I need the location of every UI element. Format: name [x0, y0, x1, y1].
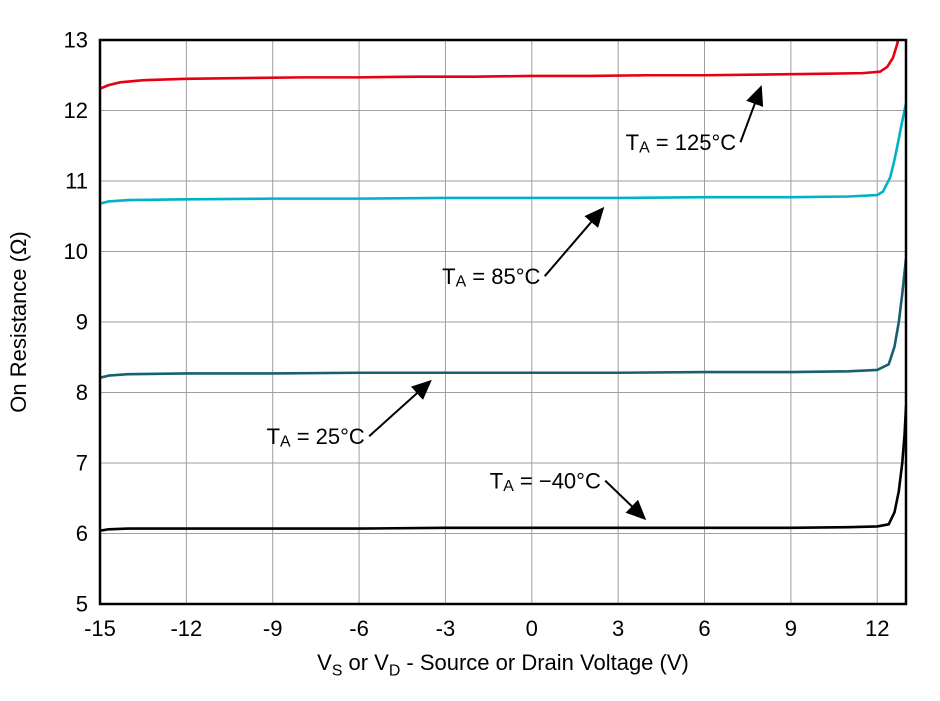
- x-tick-label: 3: [612, 616, 624, 641]
- x-tick-label: 12: [865, 616, 889, 641]
- x-tick-label: -15: [84, 616, 116, 641]
- series-line: [100, 405, 906, 532]
- annotation-label: TA = 85°C: [442, 264, 540, 290]
- x-tick-label: -9: [263, 616, 283, 641]
- y-axis-title: On Resistance (Ω): [6, 231, 31, 413]
- annotation-arrow: [604, 479, 647, 521]
- x-tick-label: 6: [698, 616, 710, 641]
- x-tick-label: 0: [526, 616, 538, 641]
- y-tick-label: 13: [64, 28, 88, 53]
- series-line: [100, 40, 900, 90]
- annotation-arrow: [739, 85, 764, 143]
- annotation-label: TA = 25°C: [267, 424, 365, 450]
- y-tick-label: 10: [64, 239, 88, 264]
- y-tick-label: 9: [76, 310, 88, 335]
- annotation-label: TA = −40°C: [490, 468, 601, 494]
- x-tick-label: -3: [436, 616, 456, 641]
- y-tick-label: 6: [76, 521, 88, 546]
- y-tick-label: 7: [76, 451, 88, 476]
- x-axis-title: VS or VD - Source or Drain Voltage (V): [317, 650, 689, 679]
- y-tick-label: 12: [64, 98, 88, 123]
- y-tick-label: 11: [65, 169, 88, 194]
- x-tick-label: 9: [785, 616, 797, 641]
- y-tick-label: 8: [76, 380, 88, 405]
- x-tick-label: -6: [349, 616, 369, 641]
- annotation-arrow: [543, 206, 605, 277]
- series-line: [100, 102, 906, 205]
- y-tick-label: 5: [76, 592, 88, 617]
- x-tick-label: -12: [170, 616, 202, 641]
- series-line: [100, 257, 906, 379]
- annotation-arrow: [368, 379, 432, 437]
- plot-border: [98, 38, 908, 606]
- annotation-label: TA = 125°C: [626, 130, 737, 156]
